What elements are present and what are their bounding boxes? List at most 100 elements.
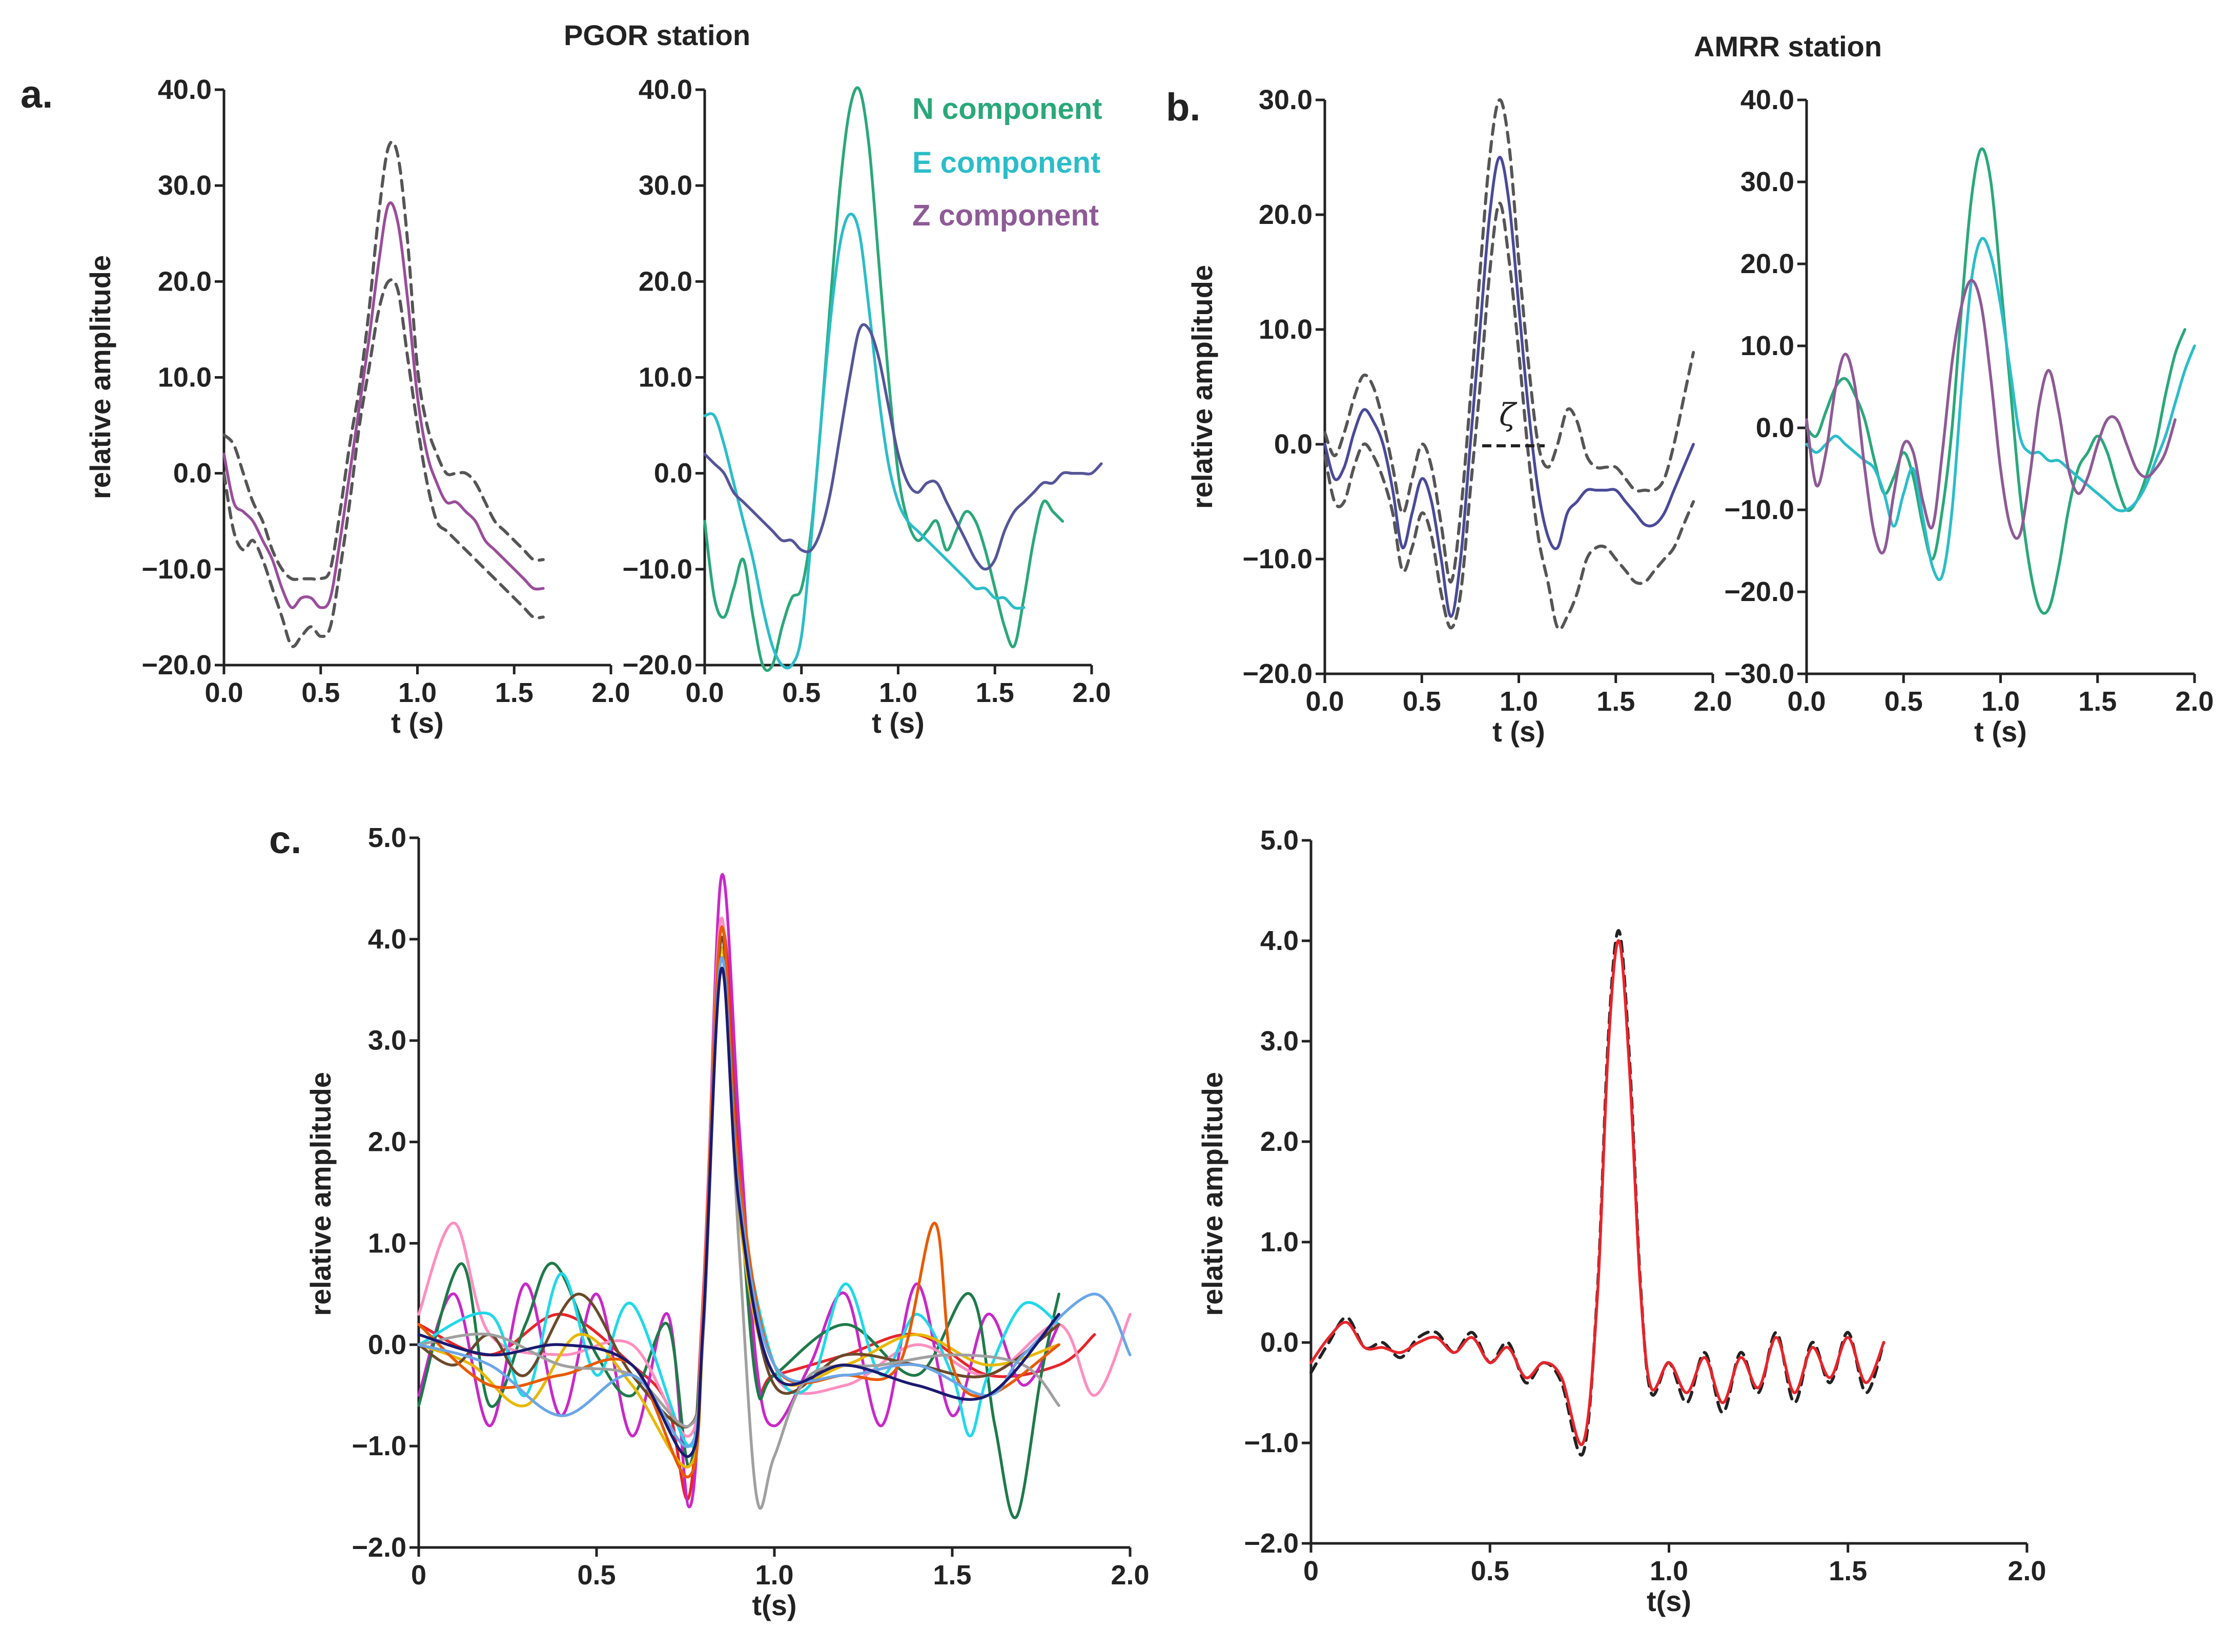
y-axis-label: relative amplitude [1196,1072,1228,1316]
x-tick-label: 0.0 [1305,686,1344,717]
y-tick-label: 2.0 [368,1127,406,1158]
series-line-lower-bound [1323,201,1695,631]
x-tick-label: 2.0 [1693,686,1732,717]
chart-pgor-components: −20.0 −10.0 0.0 10.0 20.0 30.0 40.0 0.0 0.5 1.0 1.… [622,74,1111,739]
y-tick-label: 20.0 [639,266,692,297]
y-tick-label: 0.0 [368,1329,406,1360]
x-axis-label: t (s) [1492,715,1545,748]
y-tick-label: −20.0 [622,650,692,680]
y-tick-label: −20.0 [141,650,212,680]
panel-label-a: a. [21,73,53,116]
chart-amrr-components: −30.0 −20.0 −10.0 0.0 10.0 20.0 30.0 40.0 0.0 0.5… [1724,85,2213,748]
x-tick-label: 1.5 [2078,686,2117,717]
x-tick-label: 0.5 [1884,686,1923,717]
y-tick-label: 4.0 [1260,925,1299,956]
y-tick-label: 0.0 [654,458,692,489]
y-tick-label: 3.0 [1260,1026,1299,1057]
y-tick-label: 10.0 [1740,331,1794,361]
x-tick-label: 1.0 [1981,686,2020,717]
x-tick-label: 1.0 [1500,686,1538,717]
y-tick-label: −1.0 [1244,1428,1299,1458]
series-line-z-component [703,323,1103,571]
x-tick-label: 1.0 [755,1560,793,1591]
x-tick-label: 0.0 [204,677,243,708]
series-line-black-dashed [1309,929,1885,1457]
y-tick-label: 20.0 [158,266,212,297]
y-tick-label: 1.0 [368,1228,406,1258]
y-tick-label: 0.0 [1274,429,1313,460]
x-tick-label: 1.0 [879,677,917,708]
y-tick-label: 1.0 [1260,1227,1299,1257]
x-tick-label: 1.5 [976,677,1014,708]
y-tick-label: 2.0 [1260,1126,1299,1157]
y-tick-label: 40.0 [639,74,692,105]
y-tick-label: −20.0 [1242,658,1313,689]
y-tick-label: 10.0 [158,362,212,393]
y-tick-label: 3.0 [368,1025,406,1056]
y-tick-label: 0.0 [1756,412,1794,443]
y-tick-label: 5.0 [368,822,406,853]
panel-label-b: b. [1166,86,1201,129]
y-tick-label: 10.0 [639,362,692,393]
x-tick-label: 1.0 [1650,1556,1688,1586]
x-tick-label: 1.5 [933,1560,971,1591]
x-tick-label: 0.5 [1403,686,1441,717]
chart-multi-traces: −2.0 −1.0 0.0 1.0 2.0 3.0 4.0 5.0 0 0.5 1.0 1.5 2.0 t… [304,822,1150,1621]
x-tick-label: 2.0 [1072,677,1111,708]
series-line-e-component [1805,237,2196,581]
chart-amrr-stack: −20.0 −10.0 0.0 10.0 20.0 30.0 0.0 0.5 1.0 1.5 2.0… [1186,85,1732,748]
y-tick-label: −2.0 [352,1532,406,1563]
series-line-trace-11 [417,966,1060,1458]
y-tick-label: −30.0 [1724,658,1794,689]
legend-e-component: E component [912,146,1100,179]
legend-z-component: Z component [912,199,1099,232]
series-line-trace-9 [417,967,1060,1510]
chart-average-trace: −2.0 −1.0 0.0 1.0 2.0 3.0 4.0 5.0 0 0.5 1.0 1.5 2.0 t… [1196,825,2046,1617]
x-tick-label: 0.5 [577,1560,616,1591]
x-axis-label: t (s) [872,707,925,739]
title-amrr-station: AMRR station [1694,30,1882,63]
series-line-upper-bound [1323,98,1695,584]
series-line-n-component [1805,147,2186,615]
x-tick-label: 0.5 [782,677,821,708]
y-tick-label: 40.0 [1740,85,1794,115]
legend-n-component: N component [912,92,1102,126]
series-line-trace-2 [417,873,1060,1509]
x-axis-label: t (s) [1974,715,2027,748]
series-line-red [1309,939,1885,1447]
y-tick-label: 30.0 [1740,167,1794,197]
x-axis-label: t (s) [391,707,444,739]
x-tick-label: 0 [1303,1556,1319,1586]
y-tick-label: −2.0 [1244,1528,1299,1559]
series-line-stack [1323,156,1695,618]
y-tick-label: 4.0 [368,924,406,955]
panel-label-c: c. [269,818,301,862]
y-tick-label: −10.0 [1242,544,1313,574]
x-tick-label: 1.5 [495,677,534,708]
y-tick-label: 10.0 [1259,314,1313,345]
x-tick-label: 1.5 [1596,686,1635,717]
title-pgor-station: PGOR station [564,19,750,51]
chart-pgor-stack: −20.0 −10.0 0.0 10.0 20.0 30.0 40.0 0.0 0.5 1.0 1.… [84,74,630,739]
y-tick-label: 20.0 [1259,199,1313,230]
x-tick-label: 1.5 [1829,1556,1867,1586]
x-tick-label: 2.0 [591,677,630,708]
y-tick-label: −10.0 [622,554,692,585]
y-tick-label: −1.0 [352,1431,406,1461]
x-axis-label: t(s) [752,1589,796,1621]
y-axis-label: relative amplitude [1186,265,1218,509]
zeta-label: ζ [1499,397,1518,433]
y-tick-label: 5.0 [1260,825,1299,856]
y-tick-label: −20.0 [1724,576,1794,607]
x-axis-label: t(s) [1647,1585,1691,1617]
series-line-stack [222,201,545,609]
y-tick-label: 30.0 [1259,85,1313,115]
y-axis-label: relative amplitude [84,255,116,499]
series-line-lower-bound [222,278,545,648]
x-tick-label: 2.0 [2007,1556,2046,1586]
y-axis-label: relative amplitude [304,1072,337,1316]
series-line-z-component [1805,279,2177,555]
x-tick-label: 0.0 [1787,686,1826,717]
x-tick-label: 0 [411,1560,426,1591]
